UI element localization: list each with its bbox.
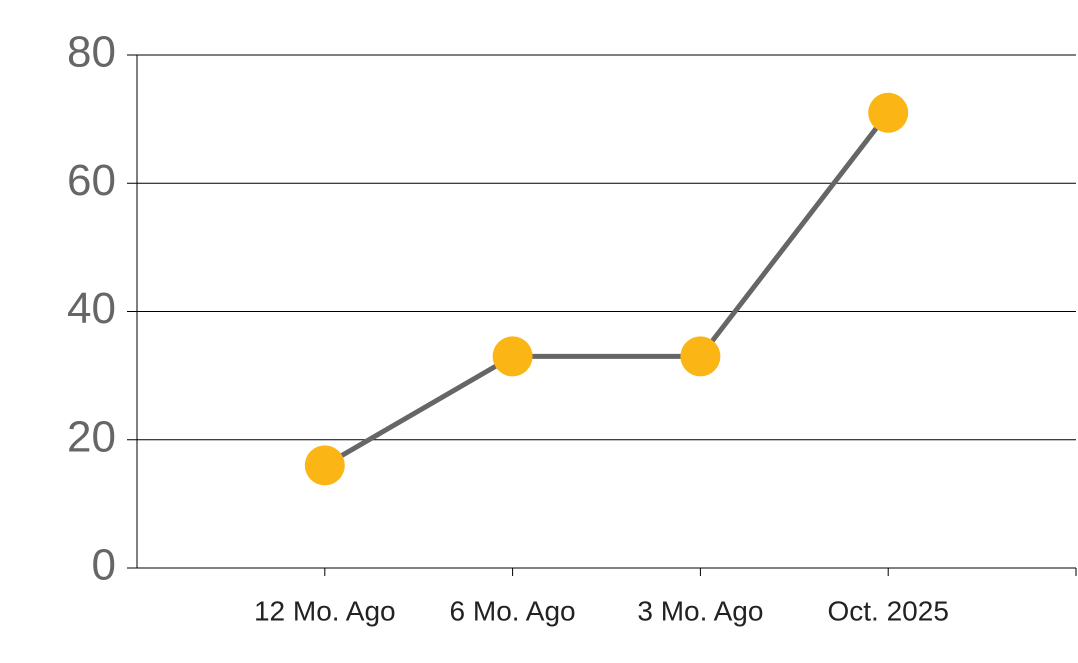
point-marker bbox=[492, 336, 533, 377]
point-marker bbox=[868, 92, 909, 133]
x-tick-label: 12 Mo. Ago bbox=[254, 595, 396, 626]
x-tick-label: 6 Mo. Ago bbox=[450, 595, 576, 626]
y-tick-label: 80 bbox=[67, 28, 116, 77]
y-tick-label: 60 bbox=[67, 156, 116, 205]
point-marker bbox=[304, 445, 345, 486]
series-line bbox=[323, 111, 891, 468]
y-tick-label: 20 bbox=[67, 412, 116, 461]
y-tick-label: 0 bbox=[92, 541, 116, 590]
x-tick-label: Oct. 2025 bbox=[827, 595, 948, 626]
point-marker bbox=[680, 336, 721, 377]
y-tick-label: 40 bbox=[67, 284, 116, 333]
x-tick-label: 3 Mo. Ago bbox=[637, 595, 763, 626]
